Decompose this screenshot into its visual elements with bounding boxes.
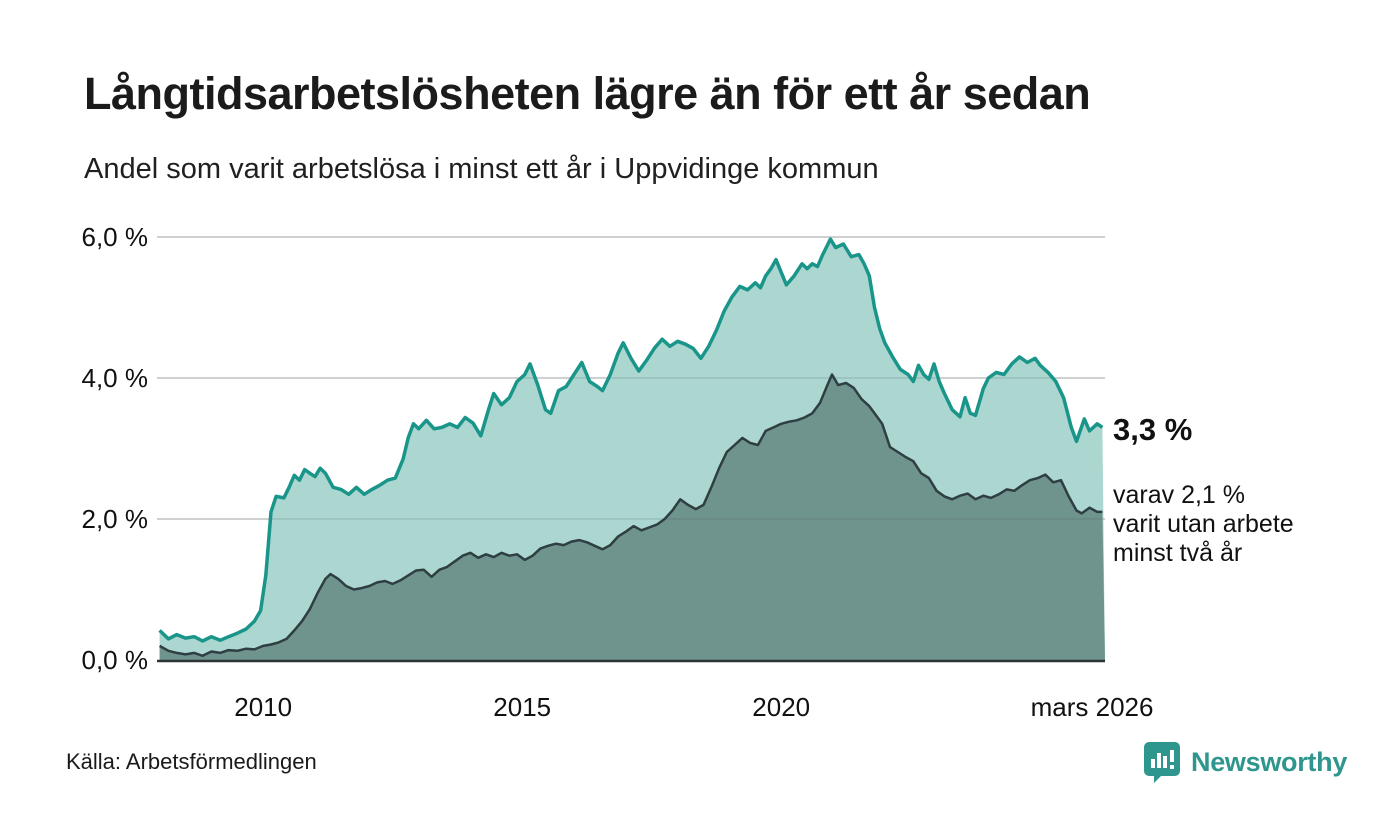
chart-plot-area <box>157 236 1105 663</box>
x-axis-tick-label: 2020 <box>752 692 811 722</box>
x-axis-tick-label: 2015 <box>493 692 552 722</box>
y-axis-tick-label: 0,0 % <box>81 645 149 675</box>
y-axis-tick-label: 6,0 % <box>81 222 149 252</box>
page-title: Långtidsarbetslösheten lägre än för ett … <box>84 68 1091 119</box>
newsworthy-logo: Newsworthy <box>1143 741 1347 783</box>
logo-wordmark: Newsworthy <box>1191 746 1348 777</box>
source-credit: Källa: Arbetsförmedlingen <box>66 749 317 774</box>
y-axis-tick-label: 2,0 % <box>81 504 149 534</box>
x-axis-tick-label: 2010 <box>234 692 293 722</box>
two-year-note: varav 2,1 % varit utan arbete minst två … <box>1113 481 1294 568</box>
latest-value-label: 3,3 % <box>1113 412 1193 447</box>
newsworthy-bubble-icon <box>1144 742 1180 783</box>
note-line: varit utan arbete <box>1113 510 1294 538</box>
x-axis-tick-label: mars 2026 <box>1030 692 1154 722</box>
y-axis-tick-label: 4,0 % <box>81 363 149 393</box>
page-subtitle: Andel som varit arbetslösa i minst ett å… <box>84 153 879 185</box>
note-line: minst två år <box>1113 539 1243 567</box>
note-line: varav 2,1 % <box>1113 481 1246 509</box>
